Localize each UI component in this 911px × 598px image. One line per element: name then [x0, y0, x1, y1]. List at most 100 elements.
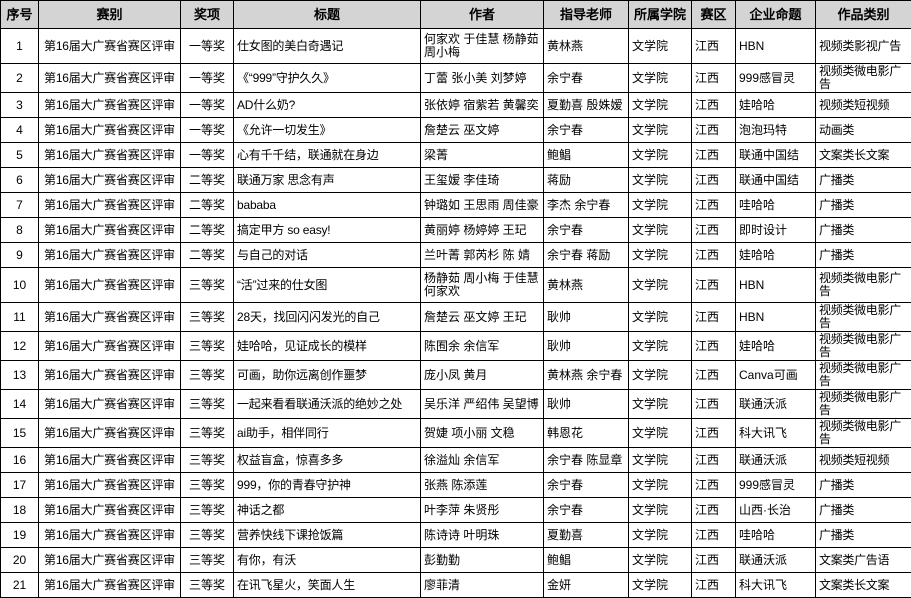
cell-type: 广播类	[816, 193, 911, 218]
cell-title: 《允许一切发生》	[234, 118, 421, 143]
cell-tutor: 余宁春	[544, 118, 629, 143]
cell-title: 与自己的对话	[234, 243, 421, 268]
cell-title: 神话之都	[234, 498, 421, 523]
cell-region: 江西	[692, 573, 736, 598]
cell-seq: 6	[1, 168, 39, 193]
cell-topic: 联通沃派	[736, 390, 816, 419]
cell-title: ai助手，相伴同行	[234, 419, 421, 448]
cell-type: 广播类	[816, 523, 911, 548]
cell-type: 文案类长文案	[816, 143, 911, 168]
cell-region: 江西	[692, 498, 736, 523]
cell-type: 广播类	[816, 498, 911, 523]
header-row: 序号 赛别 奖项 标题 作者 指导老师 所属学院 赛区 企业命题 作品类别	[1, 1, 911, 29]
cell-region: 江西	[692, 168, 736, 193]
cell-author: 黄丽婷 杨婷婷 王玘	[421, 218, 544, 243]
cell-author: 彭勤勤	[421, 548, 544, 573]
cell-title: 仕女图的美白奇遇记	[234, 29, 421, 64]
column-header-college: 所属学院	[629, 1, 692, 29]
cell-category: 第16届大广赛省赛区评审	[39, 168, 181, 193]
cell-tutor: 余宁春	[544, 218, 629, 243]
cell-category: 第16届大广赛省赛区评审	[39, 143, 181, 168]
cell-award: 二等奖	[181, 218, 234, 243]
cell-tutor: 鲍鲳	[544, 143, 629, 168]
cell-college: 文学院	[629, 193, 692, 218]
cell-tutor: 金妍	[544, 573, 629, 598]
cell-region: 江西	[692, 473, 736, 498]
cell-author: 徐溢灿 余信军	[421, 448, 544, 473]
cell-category: 第16届大广赛省赛区评审	[39, 218, 181, 243]
cell-author: 杨静茹 周小梅 于佳慧 何家欢	[421, 268, 544, 303]
cell-topic: 哇哈哈	[736, 523, 816, 548]
cell-tutor: 黄林燕	[544, 29, 629, 64]
cell-topic: 山西·长治	[736, 498, 816, 523]
cell-topic: 999感冒灵	[736, 64, 816, 93]
cell-title: 可画，助你远离创作噩梦	[234, 361, 421, 390]
cell-category: 第16届大广赛省赛区评审	[39, 243, 181, 268]
cell-seq: 1	[1, 29, 39, 64]
cell-title: “活”过来的仕女图	[234, 268, 421, 303]
column-header-category: 赛别	[39, 1, 181, 29]
cell-topic: 科大讯飞	[736, 573, 816, 598]
cell-author: 丁蕾 张小美 刘梦婷	[421, 64, 544, 93]
cell-title: 娃哈哈，见证成长的模样	[234, 332, 421, 361]
cell-type: 视频类短视频	[816, 93, 911, 118]
cell-seq: 15	[1, 419, 39, 448]
cell-type: 视频类微电影广告	[816, 332, 911, 361]
cell-award: 一等奖	[181, 143, 234, 168]
cell-region: 江西	[692, 419, 736, 448]
cell-college: 文学院	[629, 332, 692, 361]
column-header-tutor: 指导老师	[544, 1, 629, 29]
cell-topic: HBN	[736, 303, 816, 332]
cell-author: 吴乐洋 严绍伟 吴望博	[421, 390, 544, 419]
cell-seq: 13	[1, 361, 39, 390]
cell-region: 江西	[692, 29, 736, 64]
cell-award: 二等奖	[181, 168, 234, 193]
cell-type: 视频类短视频	[816, 448, 911, 473]
cell-college: 文学院	[629, 523, 692, 548]
cell-award: 三等奖	[181, 361, 234, 390]
cell-author: 詹楚云 巫文婷 王玘	[421, 303, 544, 332]
cell-topic: 联通中国结	[736, 168, 816, 193]
cell-topic: 联通沃派	[736, 448, 816, 473]
cell-region: 江西	[692, 193, 736, 218]
cell-seq: 9	[1, 243, 39, 268]
cell-award: 一等奖	[181, 93, 234, 118]
cell-author: 王玺嫒 李佳琦	[421, 168, 544, 193]
cell-seq: 21	[1, 573, 39, 598]
cell-type: 广播类	[816, 243, 911, 268]
cell-college: 文学院	[629, 168, 692, 193]
cell-tutor: 余宁春 蒋励	[544, 243, 629, 268]
cell-award: 三等奖	[181, 390, 234, 419]
cell-category: 第16届大广赛省赛区评审	[39, 573, 181, 598]
column-header-topic: 企业命题	[736, 1, 816, 29]
cell-category: 第16届大广赛省赛区评审	[39, 332, 181, 361]
cell-award: 一等奖	[181, 118, 234, 143]
cell-type: 广播类	[816, 473, 911, 498]
cell-college: 文学院	[629, 93, 692, 118]
cell-topic: 娃哈哈	[736, 93, 816, 118]
cell-topic: 科大讯飞	[736, 419, 816, 448]
cell-title: 999，你的青春守护神	[234, 473, 421, 498]
cell-type: 视频类影视广告	[816, 29, 911, 64]
cell-seq: 17	[1, 473, 39, 498]
cell-author: 叶李萍 朱贤彤	[421, 498, 544, 523]
cell-category: 第16届大广赛省赛区评审	[39, 193, 181, 218]
cell-college: 文学院	[629, 390, 692, 419]
cell-college: 文学院	[629, 243, 692, 268]
cell-title: 一起来看看联通沃派的绝妙之处	[234, 390, 421, 419]
cell-type: 视频类微电影广告	[816, 64, 911, 93]
cell-award: 三等奖	[181, 332, 234, 361]
cell-title: 28天，找回闪闪发光的自己	[234, 303, 421, 332]
cell-tutor: 余宁春	[544, 498, 629, 523]
cell-region: 江西	[692, 523, 736, 548]
cell-topic: 哇哈哈	[736, 193, 816, 218]
cell-seq: 16	[1, 448, 39, 473]
